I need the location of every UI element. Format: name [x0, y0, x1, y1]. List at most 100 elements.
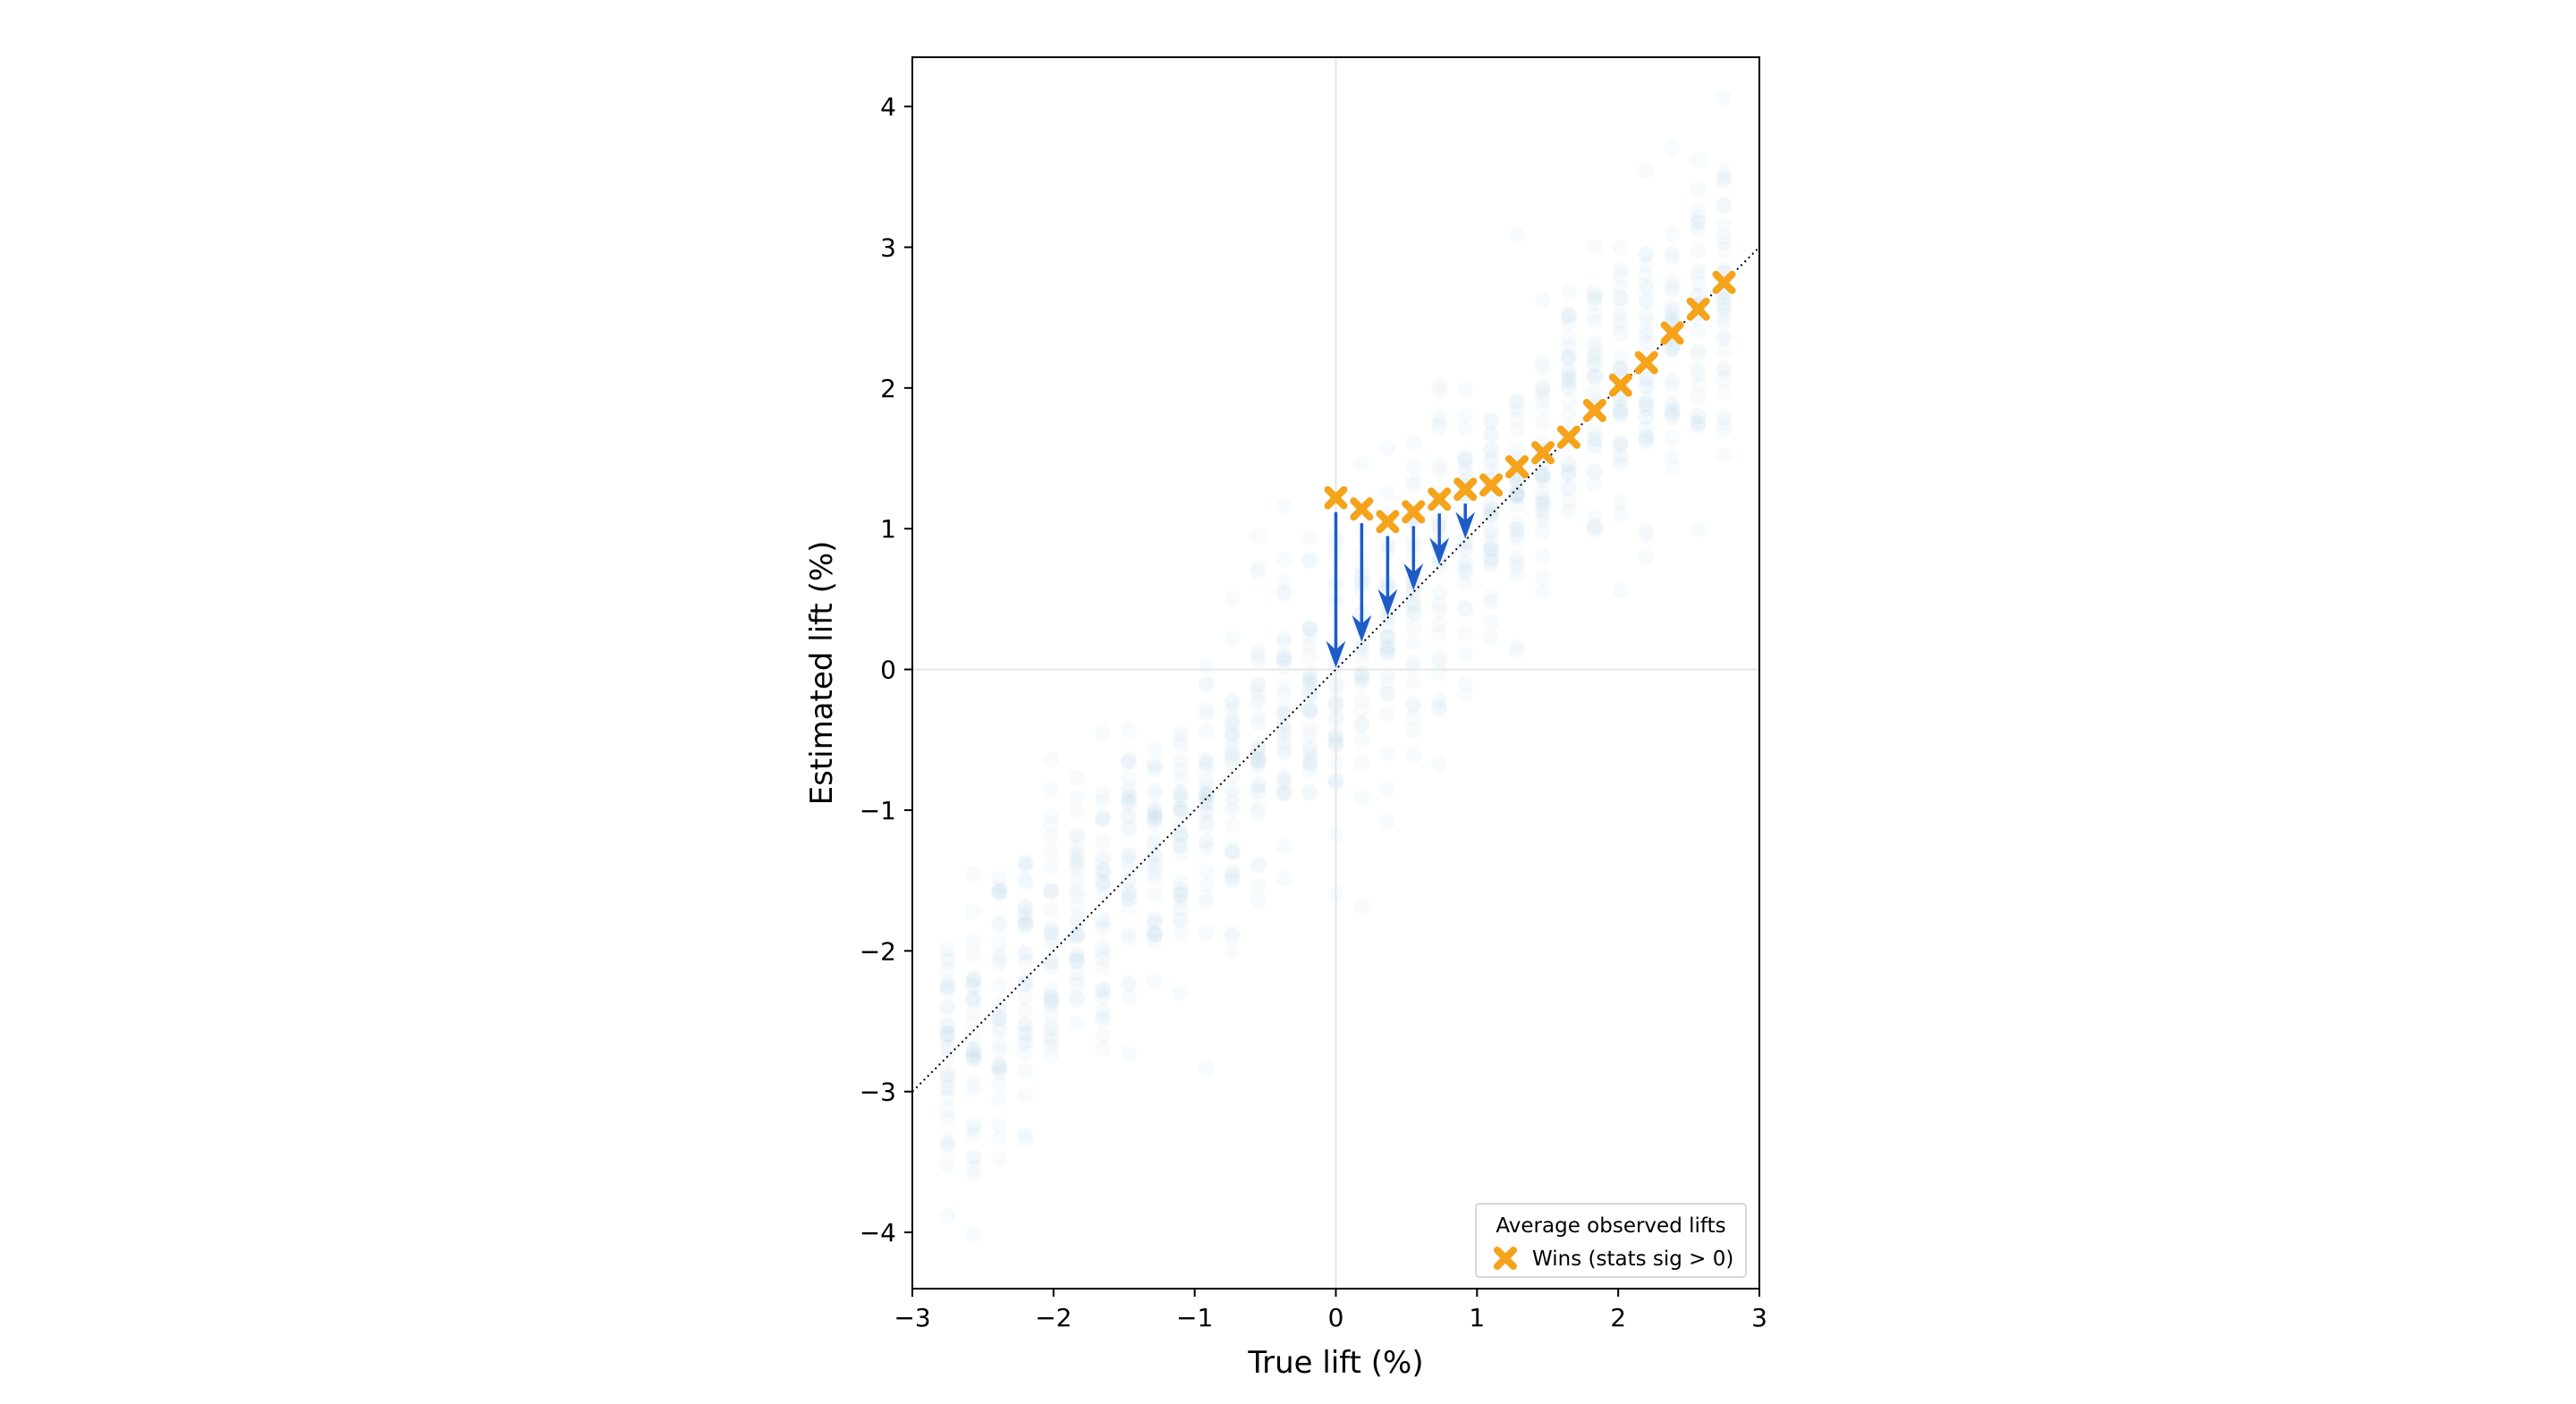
experiment-point	[1275, 700, 1292, 717]
experiment-point	[1172, 887, 1189, 904]
experiment-point	[1017, 917, 1034, 934]
experiment-point	[1069, 769, 1086, 786]
experiment-point	[1198, 723, 1215, 740]
experiment-point	[1690, 323, 1707, 340]
experiment-point	[1069, 927, 1086, 944]
experiment-point	[1095, 878, 1112, 895]
y-tick-label: −1	[860, 796, 896, 825]
experiment-point	[1560, 373, 1577, 390]
experiment-point	[1716, 294, 1733, 311]
experiment-point	[1534, 507, 1551, 524]
experiment-point	[1638, 370, 1655, 387]
experiment-point	[1146, 811, 1163, 828]
experiment-point	[1198, 761, 1215, 778]
experiment-point	[1586, 517, 1603, 534]
experiment-point	[1095, 1002, 1112, 1019]
experiment-point	[1043, 982, 1060, 999]
experiment-point	[1664, 309, 1681, 326]
experiment-point	[1716, 447, 1733, 464]
experiment-point	[1301, 720, 1318, 737]
experiment-point	[1095, 792, 1112, 809]
experiment-point	[1379, 646, 1396, 663]
experiment-point	[1095, 812, 1112, 829]
experiment-point	[1069, 828, 1086, 845]
experiment-point	[1664, 246, 1681, 263]
experiment-point	[1198, 888, 1215, 905]
experiment-point	[1612, 582, 1629, 599]
experiment-point	[1690, 415, 1707, 432]
legend-box	[1475, 1203, 1747, 1278]
experiment-point	[991, 946, 1008, 963]
experiment-point	[1431, 654, 1448, 671]
experiment-point	[1250, 677, 1267, 694]
experiment-point	[1716, 420, 1733, 437]
experiment-point	[1069, 849, 1086, 866]
win-marker	[1582, 399, 1606, 423]
experiment-point	[1534, 547, 1551, 564]
experiment-point	[1664, 299, 1681, 316]
experiment-point	[1716, 370, 1733, 387]
shrinkage-arrow	[1455, 503, 1476, 539]
experiment-point	[1612, 399, 1629, 416]
experiment-point	[1198, 787, 1215, 804]
win-marker	[1531, 441, 1555, 465]
experiment-point	[1638, 256, 1655, 273]
experiment-point	[965, 1225, 982, 1242]
experiment-point	[1457, 601, 1474, 618]
experiment-point	[1638, 280, 1655, 297]
experiment-point	[1120, 794, 1137, 811]
experiment-point	[991, 996, 1008, 1013]
experiment-point	[1638, 435, 1655, 452]
experiment-point	[939, 1025, 956, 1042]
experiment-point	[1043, 1028, 1060, 1045]
marker-stroke	[1608, 373, 1632, 397]
experiment-point	[1586, 307, 1603, 324]
experiment-point	[1612, 435, 1629, 452]
experiment-point	[1716, 313, 1733, 330]
experiment-point	[965, 946, 982, 963]
experiment-point	[1017, 1130, 1034, 1147]
experiment-point	[939, 1039, 956, 1056]
experiment-point	[1508, 527, 1525, 544]
experiment-point	[1560, 347, 1577, 364]
experiment-point	[1146, 923, 1163, 940]
experiment-point	[939, 974, 956, 991]
arrow-head	[1352, 614, 1372, 642]
experiment-point	[965, 972, 982, 989]
experiment-point	[1069, 873, 1086, 890]
experiment-point	[1612, 326, 1629, 343]
experiment-point	[1638, 370, 1655, 387]
experiment-point	[965, 1049, 982, 1066]
experiment-point	[1457, 419, 1474, 436]
experiment-point	[1095, 914, 1112, 931]
experiment-point	[1146, 847, 1163, 864]
experiment-point	[1275, 772, 1292, 789]
experiment-point	[1224, 694, 1241, 711]
experiment-point	[965, 993, 982, 1010]
y-tick-label: 3	[880, 233, 896, 262]
experiment-point	[1690, 215, 1707, 232]
experiment-point	[1716, 330, 1733, 347]
experiment-point	[1275, 678, 1292, 695]
experiment-point	[1095, 862, 1112, 879]
experiment-point	[1095, 980, 1112, 997]
experiment-point	[1353, 672, 1370, 689]
experiment-point	[1586, 289, 1603, 306]
experiment-point	[1275, 586, 1292, 603]
experiment-point	[1095, 981, 1112, 998]
experiment-point	[1069, 1015, 1086, 1032]
experiment-point	[1690, 408, 1707, 425]
experiment-point	[1586, 430, 1603, 447]
experiment-point	[1586, 355, 1603, 372]
experiment-point	[1198, 802, 1215, 819]
experiment-point	[1069, 971, 1086, 988]
marker-stroke	[1376, 510, 1400, 534]
win-marker	[1402, 500, 1426, 524]
experiment-point	[1716, 301, 1733, 318]
experiment-point	[1431, 463, 1448, 480]
experiment-point	[939, 1131, 956, 1148]
experiment-point	[1483, 411, 1500, 428]
experiment-point	[1534, 583, 1551, 600]
experiment-point	[1483, 557, 1500, 574]
experiment-point	[1146, 858, 1163, 875]
